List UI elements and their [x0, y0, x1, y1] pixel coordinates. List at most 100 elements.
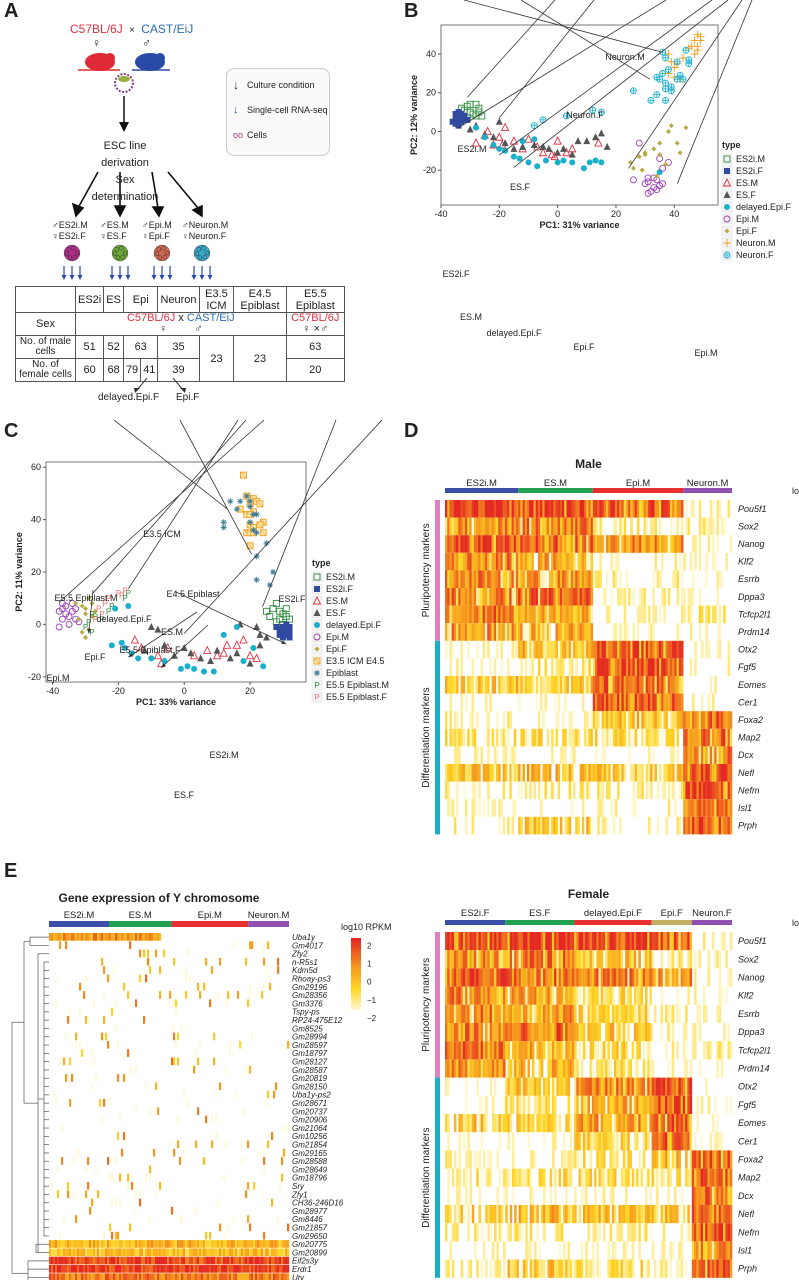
heatmap-cell: [594, 1023, 597, 1042]
heatmap-cell: [642, 1132, 646, 1151]
heatmap-cell: [261, 991, 264, 999]
heatmap-cell: [467, 950, 470, 969]
heatmap-cell: [79, 1273, 82, 1280]
heatmap-cell: [727, 968, 731, 987]
heatmap-cell: [608, 728, 611, 747]
heatmap-cell: [700, 799, 704, 817]
heatmap-cell: [119, 933, 122, 941]
heatmap-cell: [485, 986, 488, 1005]
heatmap-cell: [535, 728, 539, 747]
heatmap-cell: [485, 1023, 488, 1042]
heatmap-cell: [181, 1256, 184, 1265]
heatmap-cell: [253, 1265, 256, 1273]
heatmap-cell: [275, 1256, 278, 1265]
heatmap-cell: [482, 986, 486, 1005]
point: [154, 625, 162, 633]
heatmap-cell: [544, 552, 548, 571]
heatmap-cell: [607, 1059, 610, 1078]
group-color-bar: [171, 921, 249, 927]
heatmap-cell: [634, 764, 638, 782]
heatmap-cell: [587, 1077, 590, 1096]
heatmap-cell: [602, 932, 606, 951]
heatmap-cell: [199, 982, 202, 991]
heatmap-cell: [93, 999, 96, 1008]
heatmap-cell: [500, 658, 503, 676]
heatmap-cell: [575, 658, 578, 676]
heatmap-cell: [551, 1095, 555, 1114]
heatmap-cell: [601, 517, 605, 536]
heatmap-cell: [489, 1023, 493, 1042]
heatmap-cell: [589, 1004, 593, 1023]
heatmap-cell: [239, 1265, 242, 1273]
heatmap-cell: [720, 799, 724, 817]
point-part: [247, 498, 253, 504]
heatmap-cell: [577, 676, 580, 694]
heatmap-cell: [718, 764, 722, 782]
heatmap-cell: [135, 1065, 138, 1074]
heatmap-cell: [518, 986, 522, 1005]
heatmap-cell: [562, 605, 565, 624]
heatmap-cell: [524, 535, 528, 553]
heatmap-cell: [576, 986, 579, 1005]
heatmap-cell: [597, 764, 600, 782]
colorbar-segment: [351, 956, 361, 960]
heatmap-cell: [215, 1240, 218, 1248]
heatmap-cell: [121, 1240, 124, 1248]
heatmap-cell: [547, 950, 551, 969]
heatmap-cell: [559, 517, 563, 536]
heatmap-cell: [557, 535, 561, 553]
heatmap-cell: [453, 588, 457, 606]
heatmap-cell: [494, 1114, 497, 1133]
heatmap-cell: [641, 728, 644, 747]
heatmap-cell: [601, 746, 605, 764]
heatmap-cell: [672, 746, 675, 764]
heatmap-cell: [574, 1004, 577, 1023]
heatmap-cell: [555, 658, 558, 676]
heatmap-cell: [606, 676, 609, 694]
point: [247, 498, 254, 505]
heatmap-cell: [547, 1041, 551, 1060]
heatmap-cell: [612, 623, 616, 641]
male-symbol: ♂: [142, 36, 151, 50]
gene-label: Pou5f1: [738, 936, 767, 946]
heatmap-cell: [533, 605, 537, 624]
heatmap-cell: [531, 588, 534, 606]
heatmap-cell: [652, 693, 655, 712]
heatmap-cell: [636, 623, 640, 641]
heatmap-cell: [231, 1248, 234, 1257]
heatmap-cell: [661, 500, 664, 518]
heatmap-cell: [607, 1041, 610, 1060]
heatmap-cell: [729, 932, 733, 951]
heatmap-cell: [540, 676, 543, 694]
heatmap-cell: [449, 623, 452, 641]
heatmap-cell: [127, 1182, 130, 1190]
heatmap-cell: [99, 1273, 102, 1280]
heatmap-cell: [507, 500, 510, 518]
point: [153, 650, 163, 660]
heatmap-cell: [458, 1150, 461, 1169]
point-part: [254, 530, 260, 536]
heatmap-cell: [537, 728, 541, 747]
heatmap-cell: [723, 1023, 726, 1042]
heatmap-cell: [482, 1114, 486, 1133]
heatmap-cell: [485, 1059, 488, 1078]
heatmap-cell: [542, 552, 545, 571]
point: [313, 609, 321, 616]
heatmap-cell: [500, 799, 503, 817]
heatmap-cell: [103, 1240, 106, 1248]
heatmap-cell: [647, 693, 651, 712]
heatmap-cell: [529, 968, 533, 987]
heatmap-cell: [665, 500, 669, 518]
heatmap-cell: [163, 1256, 166, 1265]
heatmap-cell: [667, 932, 670, 951]
heatmap-cell: [109, 1256, 112, 1265]
cell-icon: [114, 247, 119, 252]
heatmap-cell: [705, 517, 708, 536]
heatmap-cell: [671, 968, 675, 987]
heatmap-cell: [544, 570, 548, 588]
heatmap-cell: [574, 932, 577, 951]
heatmap-cell: [544, 764, 548, 782]
heatmap-cell: [565, 950, 568, 969]
heatmap-cell: [520, 1114, 524, 1133]
heatmap-cell: [608, 500, 611, 518]
